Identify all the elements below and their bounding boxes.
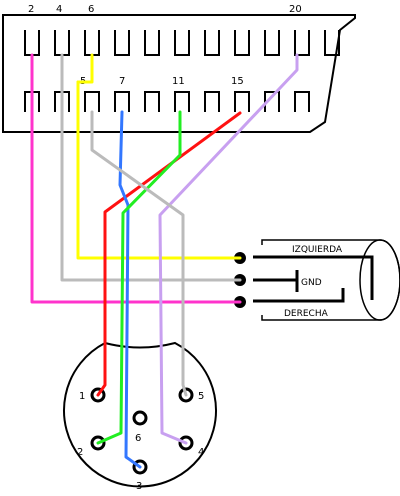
scart-pin-label-6: 6 xyxy=(88,4,94,15)
bottom-contacts-slot-6 xyxy=(174,91,190,112)
scart-pin-label-20: 20 xyxy=(289,4,302,15)
top-contacts-slot-6 xyxy=(174,30,190,56)
scart-pin-label-11: 11 xyxy=(172,76,185,87)
top-contacts-slot-7 xyxy=(204,30,220,56)
din-connector: 1 2 3 4 5 6 xyxy=(63,341,217,492)
scart-pin-label-15: 15 xyxy=(231,76,244,87)
bottom-contacts-slot-8 xyxy=(234,91,250,112)
top-contacts-slot-9 xyxy=(264,30,280,56)
din-pin-label-1: 1 xyxy=(79,391,85,402)
din-pin-label-2: 2 xyxy=(77,447,83,458)
top-contacts-slot-8 xyxy=(234,30,250,56)
scart-pin-label-7: 7 xyxy=(119,76,125,87)
wire-gray-pin5 xyxy=(90,110,188,397)
jack-label-derecha: DERECHA xyxy=(284,309,329,319)
jack-label-izquierda: IZQUIERDA xyxy=(292,245,343,255)
wire-green xyxy=(96,110,182,445)
wire-yellow-lower xyxy=(76,80,242,260)
top-contacts-slot-11 xyxy=(324,30,340,56)
bottom-contacts-slot-10 xyxy=(294,91,310,112)
top-contacts-slot-5 xyxy=(144,30,160,56)
jack-ring-contact xyxy=(253,288,345,303)
din-pin-label-6: 6 xyxy=(135,433,141,444)
din-pin-label-5: 5 xyxy=(198,391,204,402)
wire-gray xyxy=(60,53,242,282)
jack-tip-contact xyxy=(253,255,374,300)
bottom-contacts-slot-4 xyxy=(114,91,130,112)
scart-pin-label-4: 4 xyxy=(56,4,62,15)
din-pin-6 xyxy=(132,410,148,426)
din-pin-label-3: 3 xyxy=(136,481,142,492)
top-contacts-slot-4 xyxy=(114,30,130,56)
bottom-contacts-slot-5 xyxy=(144,91,160,112)
bottom-contacts-slot-3 xyxy=(84,91,100,112)
bottom-contacts-slot-7 xyxy=(204,91,220,112)
wire-magenta xyxy=(30,53,242,304)
din-pin-label-4: 4 xyxy=(198,447,204,458)
wire-blue xyxy=(118,110,142,469)
scart-pin-label-2: 2 xyxy=(28,4,34,15)
top-contacts-slot-10 xyxy=(294,30,310,56)
wire-yellow-upper xyxy=(76,53,94,84)
wires xyxy=(30,53,299,469)
jack-end-cap xyxy=(359,239,400,321)
wire-violet xyxy=(158,53,299,445)
jack-connector: IZQUIERDA GND DERECHA xyxy=(234,239,400,321)
jack-label-gnd: GND xyxy=(301,278,322,288)
